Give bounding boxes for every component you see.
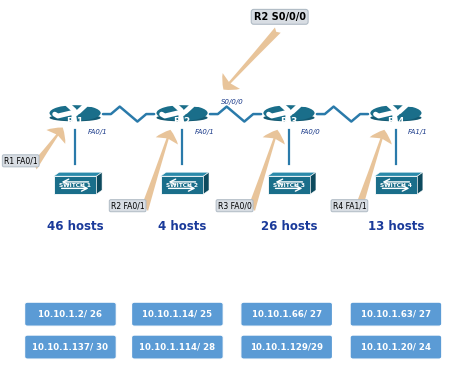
Text: SWITCH 3: SWITCH 3 xyxy=(273,183,305,188)
Polygon shape xyxy=(96,172,102,194)
Text: R2 S0/0/0: R2 S0/0/0 xyxy=(254,12,306,22)
FancyBboxPatch shape xyxy=(132,335,223,359)
Text: 10.10.1.20/ 24: 10.10.1.20/ 24 xyxy=(361,343,431,352)
FancyBboxPatch shape xyxy=(54,176,96,194)
Circle shape xyxy=(286,111,292,116)
Text: 10.10.1.137/ 30: 10.10.1.137/ 30 xyxy=(32,343,109,352)
FancyBboxPatch shape xyxy=(25,302,116,326)
Text: R4 FA1/1: R4 FA1/1 xyxy=(333,201,366,210)
FancyBboxPatch shape xyxy=(132,302,223,326)
Text: 10.10.1.129/29: 10.10.1.129/29 xyxy=(250,343,323,352)
Text: 10.10.1.66/ 27: 10.10.1.66/ 27 xyxy=(252,310,322,319)
Text: FA0/1: FA0/1 xyxy=(195,129,214,135)
Polygon shape xyxy=(54,172,102,176)
Circle shape xyxy=(179,111,185,116)
FancyBboxPatch shape xyxy=(241,302,332,326)
Text: R1 FA0/1: R1 FA0/1 xyxy=(4,156,37,165)
Text: FA0/0: FA0/0 xyxy=(301,129,321,135)
Polygon shape xyxy=(374,172,423,176)
Ellipse shape xyxy=(370,114,422,122)
FancyBboxPatch shape xyxy=(350,335,442,359)
Text: 10.10.1.14/ 25: 10.10.1.14/ 25 xyxy=(142,310,212,319)
Circle shape xyxy=(393,111,399,116)
Text: R 4: R 4 xyxy=(388,117,404,126)
Ellipse shape xyxy=(370,105,422,121)
Polygon shape xyxy=(161,172,209,176)
Text: S0/0/0: S0/0/0 xyxy=(220,99,243,105)
Text: R 3: R 3 xyxy=(281,117,297,126)
Text: 4 hosts: 4 hosts xyxy=(158,220,206,233)
Text: SWITCH 2: SWITCH 2 xyxy=(166,183,198,188)
FancyBboxPatch shape xyxy=(374,176,417,194)
Polygon shape xyxy=(417,172,423,194)
Text: FA1/1: FA1/1 xyxy=(408,129,428,135)
Text: R 2: R 2 xyxy=(174,117,190,126)
Text: 13 hosts: 13 hosts xyxy=(368,220,424,233)
FancyBboxPatch shape xyxy=(268,176,310,194)
Text: 10.10.1.114/ 28: 10.10.1.114/ 28 xyxy=(139,343,215,352)
Ellipse shape xyxy=(50,114,101,122)
FancyBboxPatch shape xyxy=(350,302,442,326)
Text: 10.10.1.63/ 27: 10.10.1.63/ 27 xyxy=(361,310,431,319)
Text: R3 FA0/0: R3 FA0/0 xyxy=(218,201,251,210)
FancyBboxPatch shape xyxy=(241,335,332,359)
Text: 46 hosts: 46 hosts xyxy=(47,220,103,233)
Text: 10.10.1.2/ 26: 10.10.1.2/ 26 xyxy=(38,310,102,319)
Ellipse shape xyxy=(156,105,208,121)
Polygon shape xyxy=(268,172,316,176)
Ellipse shape xyxy=(263,105,314,121)
FancyBboxPatch shape xyxy=(161,176,204,194)
Text: R 1: R 1 xyxy=(67,117,83,126)
Polygon shape xyxy=(310,172,316,194)
FancyBboxPatch shape xyxy=(25,335,116,359)
Ellipse shape xyxy=(156,114,208,122)
Ellipse shape xyxy=(263,114,314,122)
Circle shape xyxy=(72,111,78,116)
Text: R2 FA0/1: R2 FA0/1 xyxy=(111,201,145,210)
Text: FA0/1: FA0/1 xyxy=(88,129,107,135)
Text: SWITCH 4: SWITCH 4 xyxy=(380,183,412,188)
Ellipse shape xyxy=(50,105,101,121)
Polygon shape xyxy=(204,172,209,194)
Text: SWITCH 1: SWITCH 1 xyxy=(59,183,91,188)
Text: 26 hosts: 26 hosts xyxy=(261,220,317,233)
